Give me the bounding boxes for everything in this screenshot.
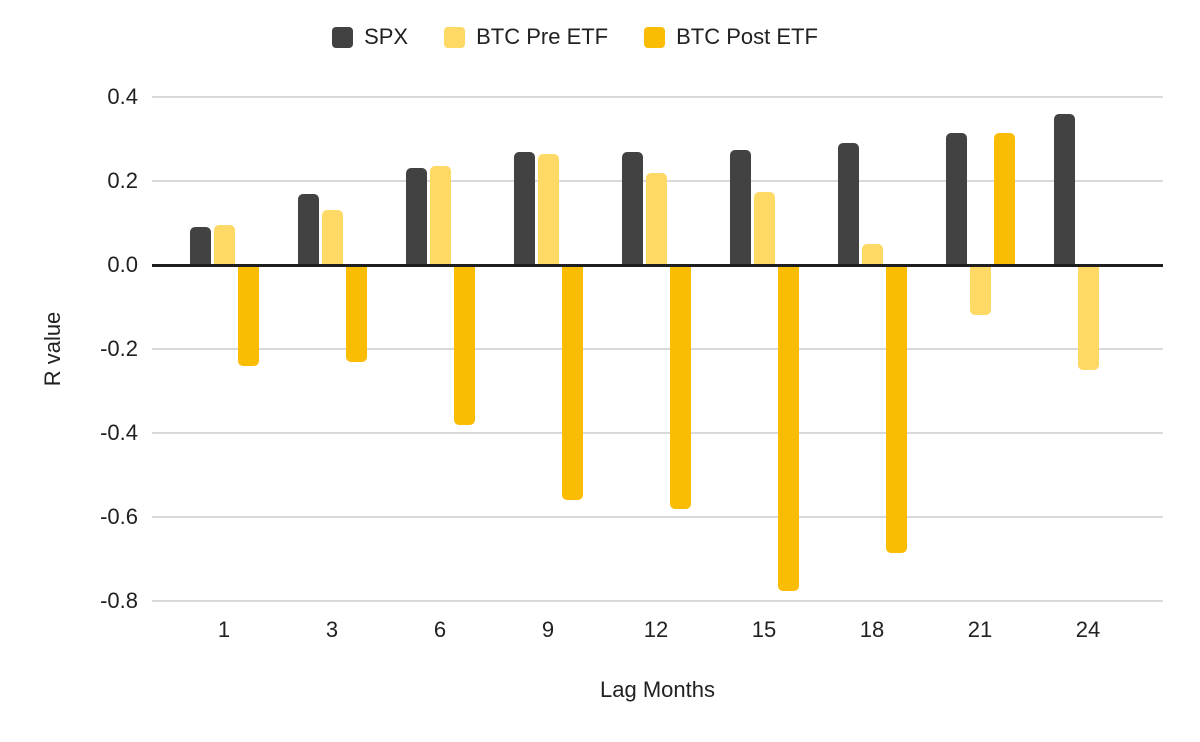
bar-btc-post-etf-lag-3	[345, 265, 367, 362]
bar-btc-pre-etf-lag-15	[753, 191, 775, 265]
x-tick-label-24: 24	[1075, 617, 1101, 642]
bar-btc-pre-etf-lag-21	[969, 265, 991, 316]
bar-btc-pre-etf-lag-18	[861, 244, 883, 265]
x-tick-label-3: 3	[325, 617, 339, 642]
gridline-0.4	[152, 96, 1163, 98]
x-axis-title: Lag Months	[600, 677, 715, 702]
bar-spx-lag-9	[513, 151, 535, 265]
bar-spx-lag-21	[945, 132, 967, 265]
bar-btc-post-etf-lag-21	[993, 132, 1015, 265]
x-tick-label-18: 18	[859, 617, 885, 642]
bar-btc-pre-etf-lag-1	[213, 225, 235, 265]
bar-spx-lag-1	[189, 227, 211, 265]
legend-item-btc-post-etf: BTC Post ETF	[644, 24, 818, 50]
x-tick-label-9: 9	[541, 617, 555, 642]
y-tick-label--0.4: -0.4	[100, 420, 138, 445]
legend-item-spx: SPX	[332, 24, 408, 50]
x-tick-label-21: 21	[967, 617, 993, 642]
bar-btc-pre-etf-lag-6	[429, 166, 451, 265]
legend-swatch-btc-pre-etf	[444, 26, 466, 48]
x-tick-label-12: 12	[643, 617, 669, 642]
bar-btc-post-etf-lag-6	[453, 265, 475, 425]
bar-spx-lag-6	[405, 168, 427, 265]
bar-btc-post-etf-lag-18	[885, 265, 907, 553]
bar-spx-lag-12	[621, 151, 643, 265]
gridline--0.8	[152, 600, 1163, 602]
bar-btc-post-etf-lag-9	[561, 265, 583, 501]
x-tick-label-15: 15	[751, 617, 777, 642]
y-tick-label--0.8: -0.8	[100, 588, 138, 613]
legend-label-btc-post-etf: BTC Post ETF	[676, 24, 818, 49]
y-tick-label-0.0: 0.0	[107, 252, 138, 277]
legend: SPX BTC Pre ETF BTC Post ETF	[0, 24, 1150, 50]
legend-item-btc-pre-etf: BTC Pre ETF	[444, 24, 608, 50]
gridline--0.4	[152, 432, 1163, 434]
legend-swatch-btc-post-etf	[644, 26, 666, 48]
legend-label-btc-pre-etf: BTC Pre ETF	[476, 24, 609, 49]
bar-btc-post-etf-lag-1	[237, 265, 259, 366]
bar-btc-post-etf-lag-15	[777, 265, 799, 591]
bar-spx-lag-24	[1053, 113, 1075, 265]
bar-btc-post-etf-lag-12	[669, 265, 691, 509]
legend-label-spx: SPX	[364, 24, 409, 49]
bar-btc-pre-etf-lag-9	[537, 153, 559, 265]
x-tick-label-6: 6	[433, 617, 447, 642]
bar-spx-lag-15	[729, 149, 751, 265]
y-tick-label--0.2: -0.2	[100, 336, 138, 361]
bar-btc-pre-etf-lag-3	[321, 210, 343, 265]
bar-btc-pre-etf-lag-24	[1077, 265, 1099, 370]
y-tick-label-0.4: 0.4	[107, 84, 138, 109]
y-tick-label--0.6: -0.6	[100, 504, 138, 529]
legend-swatch-spx	[332, 26, 354, 48]
bar-btc-pre-etf-lag-12	[645, 172, 667, 265]
zero-axis-line	[152, 264, 1163, 267]
y-tick-label-0.2: 0.2	[107, 168, 138, 193]
bar-spx-lag-18	[837, 143, 859, 265]
plot-area	[152, 96, 1163, 602]
gridline--0.2	[152, 348, 1163, 350]
bar-spx-lag-3	[297, 193, 319, 265]
x-tick-label-1: 1	[217, 617, 231, 642]
gridline--0.6	[152, 516, 1163, 518]
